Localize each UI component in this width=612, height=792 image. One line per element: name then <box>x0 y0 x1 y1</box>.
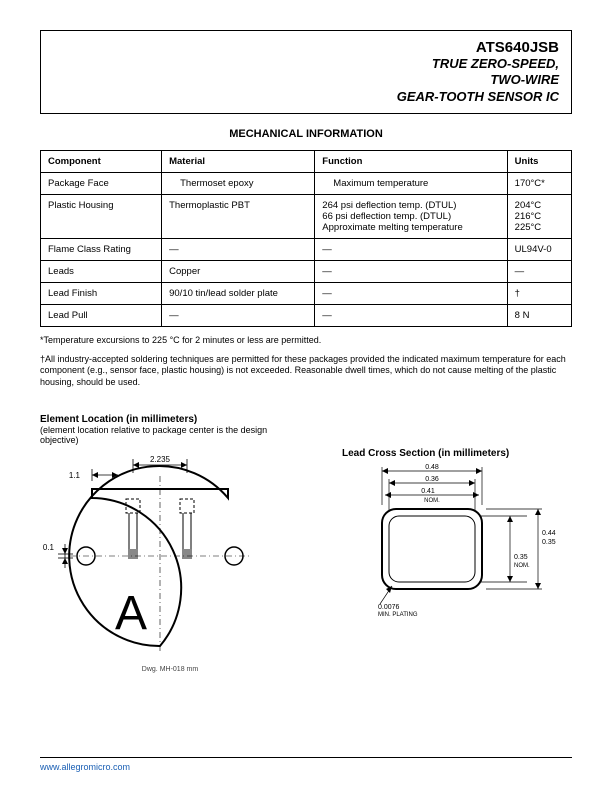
table-row: Lead Pull — — 8 N <box>41 304 572 326</box>
dim-plating: 0.0076 <box>378 604 400 611</box>
table-row: Package Face Thermoset epoxy Maximum tem… <box>41 172 572 194</box>
table-body: Package Face Thermoset epoxy Maximum tem… <box>41 172 572 326</box>
doc-title-line-2: TWO-WIRE <box>53 72 559 88</box>
cell-function: 264 psi deflection temp. (DTUL) 66 psi d… <box>315 194 507 238</box>
diagrams-container: Element Location (in millimeters) (eleme… <box>40 414 572 673</box>
doc-title-line-3: GEAR-TOOTH SENSOR IC <box>53 89 559 105</box>
dwg-note-left: Dwg. MH-018 mm <box>40 666 300 673</box>
cell-units: 8 N <box>507 304 571 326</box>
cell-units: 170°C* <box>507 172 571 194</box>
section-title: MECHANICAL INFORMATION <box>40 128 572 140</box>
footer-link[interactable]: www.allegromicro.com <box>40 762 130 772</box>
dim-horiz: 2.235 <box>150 455 171 464</box>
cell-function: — <box>315 304 507 326</box>
lead-cross-section-title: Lead Cross Section (in millimeters) <box>342 448 572 459</box>
dim-vert-offset: 0.1 <box>43 543 55 552</box>
table-row: Leads Copper — — <box>41 260 572 282</box>
table-header-row: Component Material Function Units <box>41 150 572 172</box>
cell-units: † <box>507 282 571 304</box>
cell-component: Lead Pull <box>41 304 162 326</box>
cell-material: 90/10 tin/lead solder plate <box>162 282 315 304</box>
lead-cross-section-diagram: Lead Cross Section (in millimeters) 0.48… <box>342 448 572 624</box>
cell-function: Maximum temperature <box>315 172 507 194</box>
dim-h-outer: 0.44 <box>542 530 556 537</box>
dim-w-nom: 0.41 <box>421 488 435 495</box>
cell-component: Plastic Housing <box>41 194 162 238</box>
footnote-1: *Temperature excursions to 225 °C for 2 … <box>40 335 572 346</box>
table-row: Flame Class Rating — — UL94V-0 <box>41 238 572 260</box>
cell-function: — <box>315 238 507 260</box>
cell-material: Thermoset epoxy <box>162 172 315 194</box>
cell-units: — <box>507 260 571 282</box>
cell-material: — <box>162 304 315 326</box>
dim-h-nom: 0.35 <box>514 554 528 561</box>
table-row: Lead Finish 90/10 tin/lead solder plate … <box>41 282 572 304</box>
letter-a: A <box>115 587 147 640</box>
cell-component: Flame Class Rating <box>41 238 162 260</box>
page-footer: www.allegromicro.com <box>40 757 572 772</box>
cell-component: Lead Finish <box>41 282 162 304</box>
dim-left-offset: 1.1 <box>69 471 81 480</box>
cell-units: UL94V-0 <box>507 238 571 260</box>
col-function: Function <box>315 150 507 172</box>
cell-component: Package Face <box>41 172 162 194</box>
element-location-diagram: Element Location (in millimeters) (eleme… <box>40 414 300 673</box>
cell-material: — <box>162 238 315 260</box>
cell-material: Thermoplastic PBT <box>162 194 315 238</box>
dim-h-inner: 0.35 <box>542 539 556 546</box>
footnote-2: †All industry-accepted soldering techniq… <box>40 354 572 388</box>
doc-title-line-1: TRUE ZERO-SPEED, <box>53 56 559 72</box>
mechanical-table: Component Material Function Units Packag… <box>40 150 572 327</box>
cell-units: 204°C 216°C 225°C <box>507 194 571 238</box>
part-number: ATS640JSB <box>53 39 559 56</box>
element-location-subtitle: (element location relative to package ce… <box>40 425 300 445</box>
col-component: Component <box>41 150 162 172</box>
cell-function: — <box>315 282 507 304</box>
nom-label-2: NOM. <box>514 563 530 569</box>
dim-w-inner: 0.36 <box>425 476 439 483</box>
table-row: Plastic Housing Thermoplastic PBT 264 ps… <box>41 194 572 238</box>
cell-component: Leads <box>41 260 162 282</box>
header-box: ATS640JSB TRUE ZERO-SPEED, TWO-WIRE GEAR… <box>40 30 572 114</box>
cell-material: Copper <box>162 260 315 282</box>
nom-label-1: NOM. <box>424 498 440 504</box>
element-location-title: Element Location (in millimeters) <box>40 414 300 425</box>
dim-w-outer: 0.48 <box>425 464 439 471</box>
cell-function: — <box>315 260 507 282</box>
col-material: Material <box>162 150 315 172</box>
col-units: Units <box>507 150 571 172</box>
plating-label-1: MIN. PLATING <box>378 612 418 618</box>
element-location-svg: 2.235 1.1 0.1 A <box>40 451 280 661</box>
lead-cross-section-svg: 0.48 0.36 0.41 NOM. 0.44 0.35 <box>342 459 562 619</box>
